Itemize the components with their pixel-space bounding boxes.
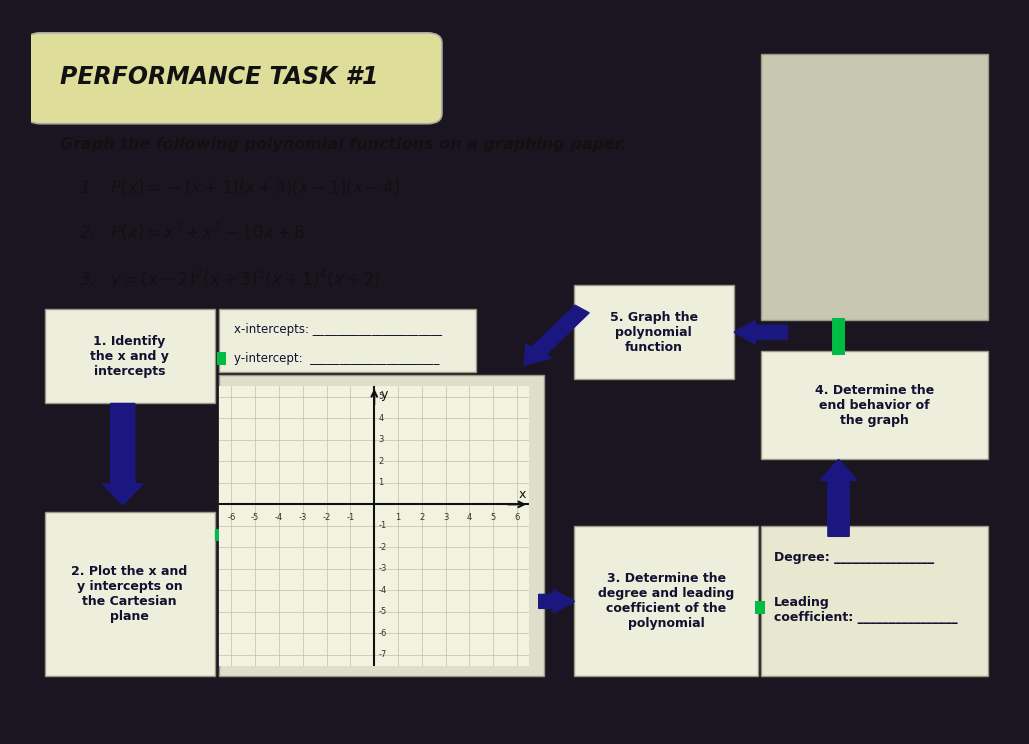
FancyBboxPatch shape: [215, 529, 224, 541]
Text: -2: -2: [322, 513, 330, 522]
FancyBboxPatch shape: [761, 54, 989, 320]
Text: 1.   $P(x) = -(x+1)(x+3)(x-1)(x-4)$: 1. $P(x) = -(x+1)(x+3)(x-1)(x-4)$: [79, 176, 400, 196]
Text: 1: 1: [379, 478, 384, 487]
FancyBboxPatch shape: [755, 601, 765, 614]
FancyBboxPatch shape: [831, 318, 845, 355]
Text: Degree: ________________: Degree: ________________: [774, 551, 934, 564]
FancyBboxPatch shape: [219, 309, 475, 372]
FancyBboxPatch shape: [761, 526, 989, 676]
Text: 3: 3: [379, 435, 384, 444]
Text: 6: 6: [514, 513, 520, 522]
Text: 2: 2: [379, 457, 384, 466]
Text: -4: -4: [275, 513, 283, 522]
Text: -1: -1: [379, 522, 387, 530]
Text: y: y: [380, 388, 388, 401]
FancyBboxPatch shape: [45, 309, 215, 403]
Text: PERFORMANCE TASK #1: PERFORMANCE TASK #1: [60, 65, 379, 89]
Text: x: x: [519, 488, 526, 501]
Text: -5: -5: [379, 607, 387, 617]
Text: -1: -1: [347, 513, 355, 522]
Text: -6: -6: [379, 629, 387, 638]
Text: 2. Plot the x and
y intercepts on
the Cartesian
plane: 2. Plot the x and y intercepts on the Ca…: [71, 565, 187, 623]
Text: 2.   $P(x) = x^3 + x^2 - 10x + 8$: 2. $P(x) = x^3 + x^2 - 10x + 8$: [79, 221, 305, 243]
Text: x-intercepts: ______________________: x-intercepts: ______________________: [234, 323, 442, 336]
FancyBboxPatch shape: [216, 353, 226, 365]
Text: -3: -3: [298, 513, 307, 522]
Text: 1: 1: [395, 513, 400, 522]
Text: 3: 3: [443, 513, 449, 522]
FancyBboxPatch shape: [761, 351, 989, 459]
Text: y-intercept:  ______________________: y-intercept: ______________________: [234, 352, 439, 365]
Text: 5: 5: [379, 392, 384, 401]
Text: -3: -3: [379, 565, 387, 574]
Text: 4: 4: [379, 414, 384, 423]
Text: -7: -7: [379, 650, 387, 659]
Text: Graph the following polynomial functions on a graphing paper.: Graph the following polynomial functions…: [60, 137, 627, 153]
Text: 5: 5: [491, 513, 496, 522]
Text: Leading
coefficient: ________________: Leading coefficient: ________________: [774, 596, 957, 623]
FancyArrow shape: [103, 403, 143, 505]
Text: -5: -5: [251, 513, 259, 522]
FancyBboxPatch shape: [574, 526, 758, 676]
FancyBboxPatch shape: [26, 33, 442, 124]
Text: 3.   $y = (x-2)^2(x+3)^3(x+1)^4(x+2)$: 3. $y = (x-2)^2(x+3)^3(x+1)^4(x+2)$: [79, 268, 381, 292]
Text: 2: 2: [419, 513, 425, 522]
FancyArrow shape: [524, 305, 590, 365]
FancyBboxPatch shape: [45, 512, 215, 676]
FancyBboxPatch shape: [219, 376, 543, 676]
FancyBboxPatch shape: [574, 285, 734, 379]
Text: 1. Identify
the x and y
intercepts: 1. Identify the x and y intercepts: [91, 335, 169, 378]
Text: -4: -4: [379, 586, 387, 595]
Text: 3. Determine the
degree and leading
coefficient of the
polynomial: 3. Determine the degree and leading coef…: [598, 572, 735, 630]
Text: 5. Graph the
polynomial
function: 5. Graph the polynomial function: [610, 311, 698, 353]
Text: 4: 4: [467, 513, 472, 522]
FancyArrow shape: [820, 459, 857, 536]
Text: -2: -2: [379, 543, 387, 552]
FancyArrow shape: [734, 320, 787, 344]
FancyArrow shape: [539, 589, 574, 613]
Text: -6: -6: [227, 513, 236, 522]
Text: 4. Determine the
end behavior of
the graph: 4. Determine the end behavior of the gra…: [815, 384, 934, 427]
